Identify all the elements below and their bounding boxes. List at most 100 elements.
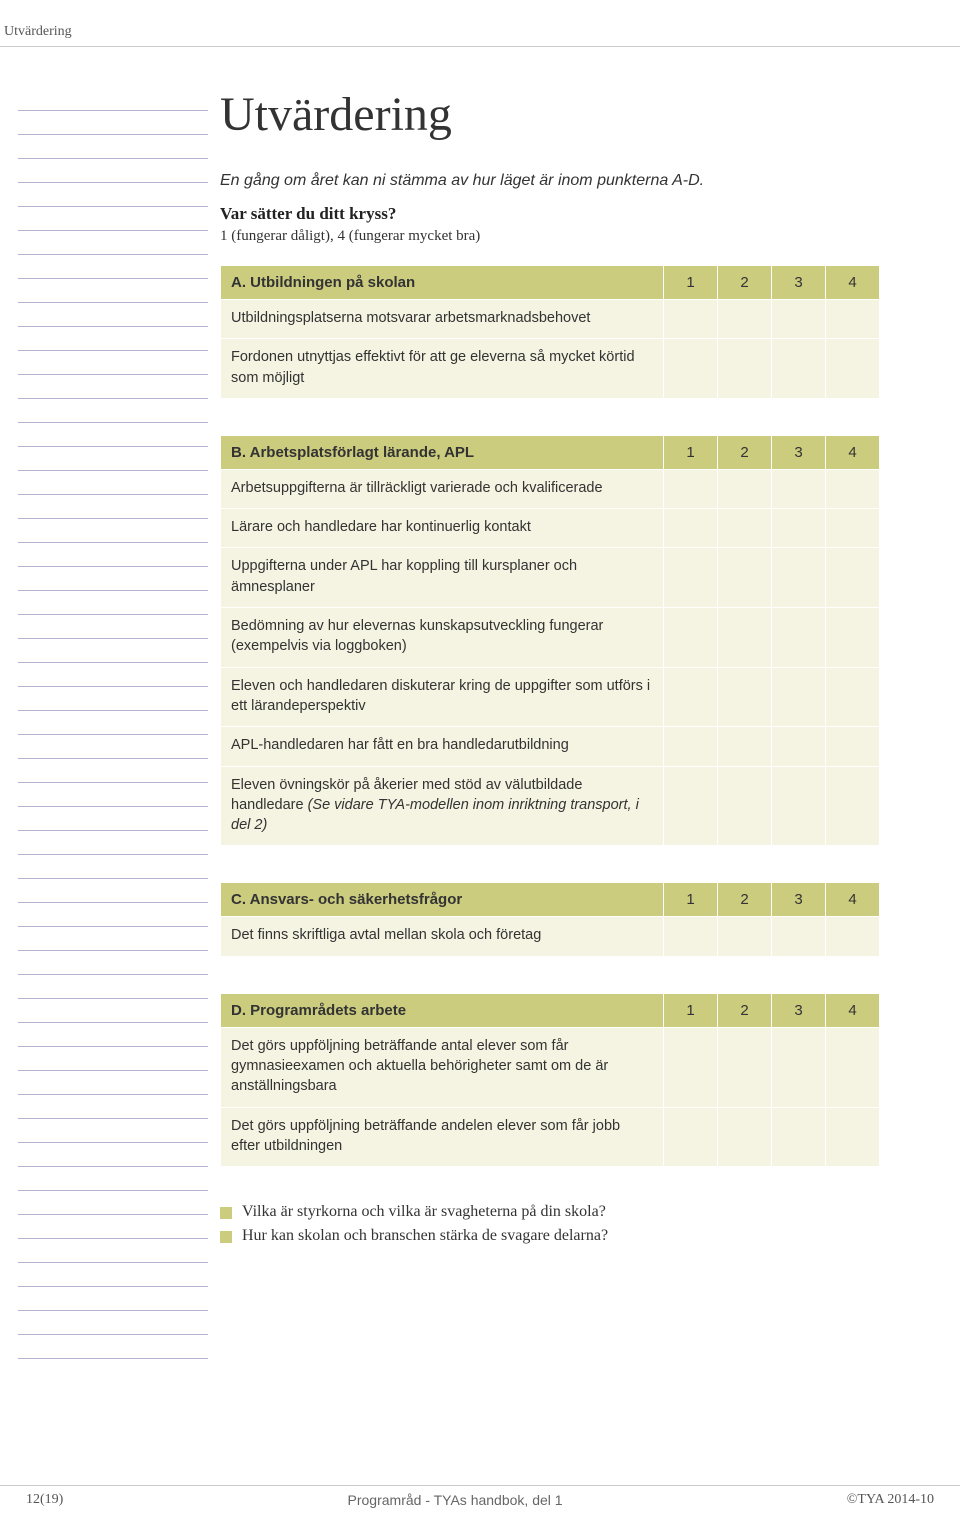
ruled-line (18, 1263, 208, 1287)
table-col-num: 1 (664, 435, 718, 469)
rating-cell[interactable] (664, 300, 718, 339)
ruled-line (18, 1335, 208, 1359)
bullet-square-icon (220, 1231, 232, 1243)
ruled-line (18, 615, 208, 639)
bullet-text: Vilka är styrkorna och vilka är svaghete… (242, 1203, 606, 1221)
scale-note: 1 (fungerar dåligt), 4 (fungerar mycket … (220, 228, 930, 245)
ruled-line (18, 375, 208, 399)
rating-cell[interactable] (664, 339, 718, 399)
rating-cell[interactable] (718, 1107, 772, 1167)
ruled-line (18, 519, 208, 543)
table-col-num: 4 (826, 266, 880, 300)
ruled-line (18, 111, 208, 135)
rating-cell[interactable] (718, 469, 772, 508)
rating-cell[interactable] (826, 1027, 880, 1107)
rating-cell[interactable] (718, 339, 772, 399)
table-col-num: 1 (664, 993, 718, 1027)
rating-cell[interactable] (664, 509, 718, 548)
rating-cell[interactable] (664, 1107, 718, 1167)
bullet-item: Hur kan skolan och branschen stärka de s… (220, 1227, 930, 1245)
rating-cell[interactable] (826, 917, 880, 956)
ruled-line (18, 927, 208, 951)
rating-cell[interactable] (772, 300, 826, 339)
ruled-line (18, 711, 208, 735)
rating-cell[interactable] (772, 608, 826, 668)
rating-cell[interactable] (826, 667, 880, 727)
table-col-num: 3 (772, 883, 826, 917)
page-header-tab: Utvärdering (0, 20, 960, 47)
ruled-line (18, 999, 208, 1023)
rating-cell[interactable] (826, 727, 880, 766)
rating-cell[interactable] (826, 300, 880, 339)
rating-cell[interactable] (718, 917, 772, 956)
rating-cell[interactable] (718, 548, 772, 608)
rating-cell[interactable] (718, 727, 772, 766)
ruled-line (18, 1287, 208, 1311)
table-col-num: 2 (718, 435, 772, 469)
rating-cell[interactable] (664, 1027, 718, 1107)
rating-cell[interactable] (772, 339, 826, 399)
rating-cell[interactable] (664, 917, 718, 956)
rating-cell[interactable] (772, 917, 826, 956)
table-header: B. Arbetsplatsförlagt lärande, APL (221, 435, 664, 469)
ruled-line (18, 159, 208, 183)
table-row: Lärare och handledare har kontinuerlig k… (221, 509, 880, 548)
ruled-line (18, 735, 208, 759)
ruled-line (18, 495, 208, 519)
ruled-line (18, 759, 208, 783)
rating-cell[interactable] (664, 727, 718, 766)
rating-cell[interactable] (718, 1027, 772, 1107)
row-label: Det görs uppföljning beträffande antal e… (221, 1027, 664, 1107)
rating-cell[interactable] (664, 766, 718, 846)
ruled-line (18, 303, 208, 327)
ruled-line (18, 1071, 208, 1095)
table-row: Arbetsuppgifterna är tillräckligt varier… (221, 469, 880, 508)
footer-right: ©TYA 2014-10 (847, 1492, 934, 1508)
table-row: Uppgifterna under APL har koppling till … (221, 548, 880, 608)
rating-cell[interactable] (664, 469, 718, 508)
rating-cell[interactable] (664, 548, 718, 608)
rating-cell[interactable] (826, 608, 880, 668)
ruled-line (18, 183, 208, 207)
table-row: Eleven övningskör på åkerier med stöd av… (221, 766, 880, 846)
rating-cell[interactable] (718, 667, 772, 727)
rating-cell[interactable] (772, 766, 826, 846)
ruled-line (18, 279, 208, 303)
row-label: Eleven och handledaren diskuterar kring … (221, 667, 664, 727)
ruled-line (18, 447, 208, 471)
table-col-num: 3 (772, 435, 826, 469)
rating-cell[interactable] (826, 1107, 880, 1167)
ruled-line (18, 87, 208, 111)
rating-cell[interactable] (718, 509, 772, 548)
table-col-num: 1 (664, 883, 718, 917)
footer-center: Programråd - TYAs handbok, del 1 (348, 1492, 563, 1508)
rating-cell[interactable] (826, 548, 880, 608)
ruled-line (18, 1047, 208, 1071)
rating-cell[interactable] (664, 667, 718, 727)
table-col-num: 4 (826, 435, 880, 469)
rating-cell[interactable] (826, 469, 880, 508)
rating-cell[interactable] (718, 608, 772, 668)
footer-left: 12(19) (26, 1492, 63, 1508)
rating-cell[interactable] (772, 469, 826, 508)
ruled-line (18, 687, 208, 711)
rating-cell[interactable] (772, 1027, 826, 1107)
rating-cell[interactable] (772, 509, 826, 548)
rating-cell[interactable] (772, 667, 826, 727)
row-label: Fordonen utnyttjas effektivt för att ge … (221, 339, 664, 399)
rating-cell[interactable] (826, 766, 880, 846)
table-row: Det görs uppföljning beträffande antal e… (221, 1027, 880, 1107)
rating-cell[interactable] (772, 548, 826, 608)
rating-cell[interactable] (772, 727, 826, 766)
bullet-list: Vilka är styrkorna och vilka är svaghete… (220, 1203, 930, 1245)
rating-cell[interactable] (826, 509, 880, 548)
ruled-line (18, 231, 208, 255)
rating-cell[interactable] (718, 766, 772, 846)
ruled-line (18, 543, 208, 567)
rating-cell[interactable] (826, 339, 880, 399)
rating-cell[interactable] (772, 1107, 826, 1167)
rating-cell[interactable] (718, 300, 772, 339)
ruled-line (18, 855, 208, 879)
rating-cell[interactable] (664, 608, 718, 668)
ruled-line (18, 975, 208, 999)
